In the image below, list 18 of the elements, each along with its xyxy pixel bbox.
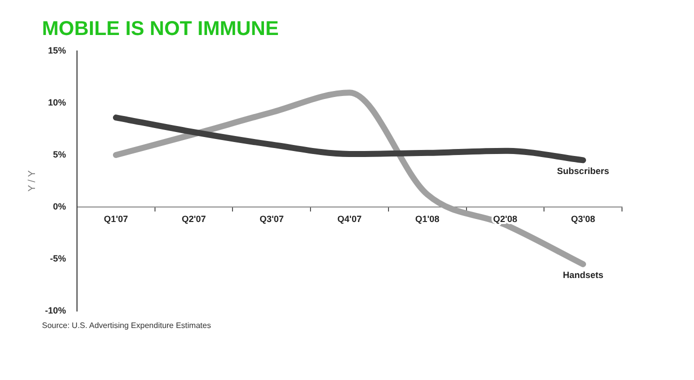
y-tick-label: 0% (52, 201, 66, 212)
x-tick-label: Q1'08 (415, 214, 440, 224)
y-tick-label: 10% (48, 97, 66, 108)
y-tick-label: 15% (48, 45, 66, 56)
x-tick-label: Q3'07 (260, 214, 284, 224)
y-tick-label: -10% (44, 305, 66, 316)
x-tick-label: Q3'08 (570, 214, 596, 224)
chart-title: MOBILE IS NOT IMMUNE (42, 18, 280, 41)
source-note: Source: U.S. Advertising Expenditure Estimates (42, 321, 212, 330)
series-label: Handsets (562, 270, 604, 280)
series-label: Subscribers (557, 166, 610, 176)
x-tick-label: Q4'07 (337, 214, 362, 224)
x-tick-label: Q2'07 (182, 214, 206, 224)
y-tick-label: -5% (50, 253, 66, 264)
y-axis-title: Y / Y (26, 170, 38, 192)
y-tick-label: 5% (52, 149, 66, 160)
x-tick-label: Q2'08 (493, 214, 518, 224)
x-tick-label: Q1'07 (104, 214, 128, 224)
